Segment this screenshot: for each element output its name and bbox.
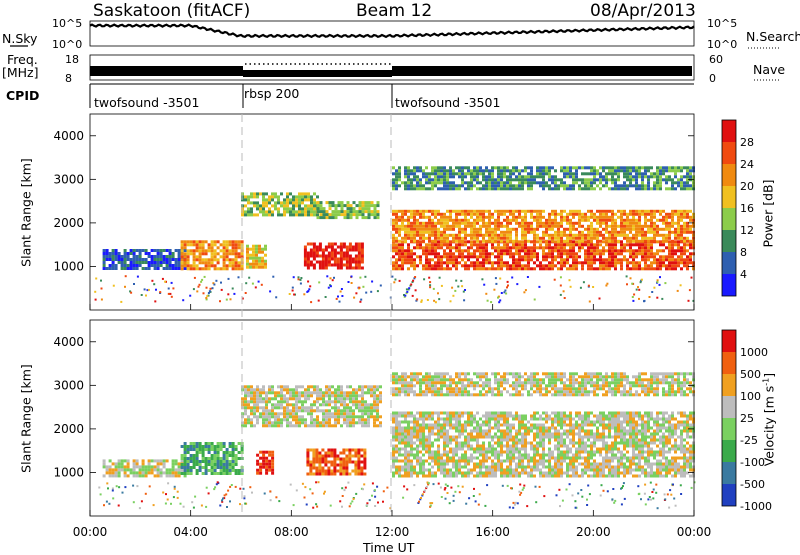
velocity-ytick-4000: 4000: [53, 335, 84, 349]
velocity-scale-label: Velocity [m s-1]: [761, 355, 776, 485]
power-swatch-5: [722, 230, 736, 252]
power-scale-tick-4: 20: [740, 180, 754, 193]
velocity-band-4: [256, 451, 274, 475]
power-scale-label: Power [dB]: [761, 159, 776, 269]
power-scale-tick-5: 24: [740, 158, 754, 171]
velocity-swatch-4: [722, 418, 736, 440]
power-scale-tick-1: 8: [740, 246, 747, 259]
velocity-scale-tick-1: 500: [740, 368, 761, 381]
velocity-scale-tick-3: 25: [740, 412, 754, 425]
power-panel: 1000 2000 3000 4000: [53, 114, 695, 310]
power-ytick-2000: 2000: [53, 216, 84, 230]
nsky-trace: [90, 25, 694, 37]
power-band-5: [246, 245, 267, 269]
xtick-5: 20:00: [576, 525, 611, 539]
freq-bar-2: [243, 70, 392, 77]
power-band-3: [241, 192, 319, 216]
power-scale-tick-0: 4: [740, 268, 747, 281]
xtick-2: 08:00: [274, 525, 309, 539]
power-band-6: [304, 243, 364, 270]
velocity-band-5: [306, 449, 366, 476]
velocity-ytick-1000: 1000: [53, 465, 84, 479]
velocity-swatch-1: [722, 352, 736, 374]
velocity-scale-tick-2: 100: [740, 390, 761, 403]
freq-bar-3: [392, 66, 692, 76]
velocity-swatch-0: [722, 330, 736, 352]
nsky-strip: [10, 21, 780, 48]
xtick-1: 04:00: [173, 525, 208, 539]
power-scale-tick-6: 28: [740, 136, 754, 149]
velocity-scale-tick-7: -1000: [740, 500, 772, 513]
xtick-6: 00:00: [677, 525, 712, 539]
velocity-panel: 1000 2000 3000 4000: [53, 320, 695, 516]
velocity-swatch-7: [722, 484, 736, 506]
velocity-ytick-2000: 2000: [53, 422, 84, 436]
power-scale-tick-2: 12: [740, 224, 754, 237]
velocity-ylabel: Slant Range [km]: [19, 349, 34, 489]
velocity-swatch-5: [722, 440, 736, 462]
velocity-swatch-3: [722, 396, 736, 418]
freq-strip: [90, 55, 780, 80]
power-swatch-2: [722, 164, 736, 186]
xtick-3: 12:00: [375, 525, 410, 539]
power-swatch-7: [722, 274, 736, 296]
power-ytick-3000: 3000: [53, 172, 84, 186]
power-swatch-0: [722, 120, 736, 142]
xlabel: Time UT: [363, 540, 414, 555]
velocity-ytick-3000: 3000: [53, 378, 84, 392]
velocity-swatch-6: [722, 462, 736, 484]
power-band-2: [181, 240, 244, 270]
power-swatch-3: [722, 186, 736, 208]
power-swatch-1: [722, 142, 736, 164]
power-swatch-6: [722, 252, 736, 274]
cpid-strip: [90, 84, 694, 108]
power-scale-tick-3: 16: [740, 202, 754, 215]
power-swatch-4: [722, 208, 736, 230]
xtick-0: 00:00: [73, 525, 108, 539]
power-colorbar: 4 8 12 16 20 24 28: [722, 120, 754, 296]
freq-bar-1: [90, 66, 243, 76]
velocity-scale-tick-4: -25: [740, 434, 758, 447]
velocity-swatch-2: [722, 374, 736, 396]
power-band-4: [317, 201, 380, 219]
xtick-4: 16:00: [475, 525, 510, 539]
power-ylabel: Slant Range [km]: [19, 143, 34, 283]
power-ytick-4000: 4000: [53, 129, 84, 143]
power-ytick-1000: 1000: [53, 259, 84, 273]
velocity-band-2: [181, 442, 244, 475]
